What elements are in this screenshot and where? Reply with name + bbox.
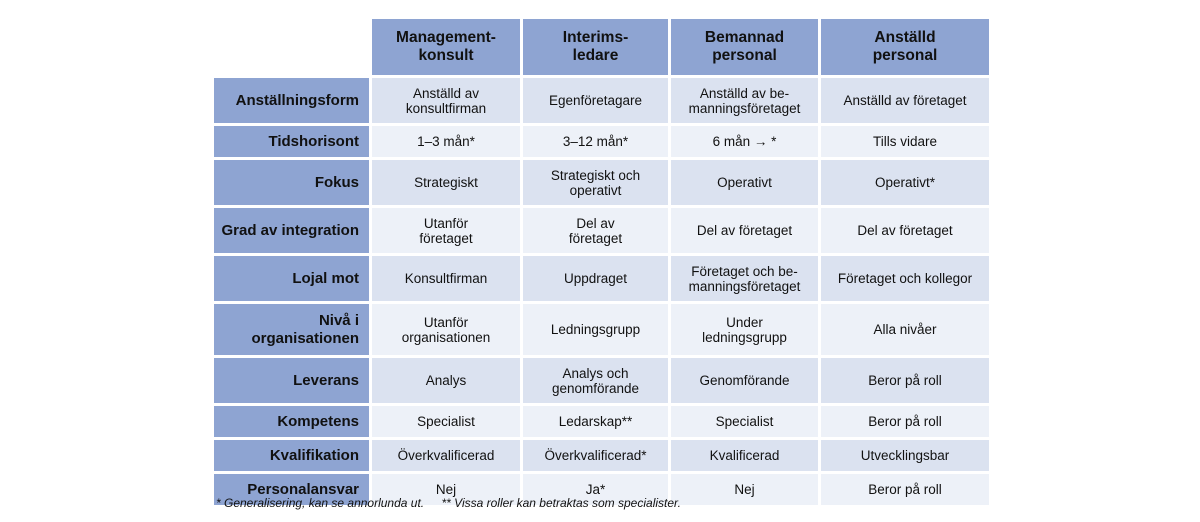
- table-cell: Beror på roll: [821, 358, 989, 403]
- row-header: Kompetens: [214, 406, 369, 437]
- row-header: Anställningsform: [214, 78, 369, 123]
- table-cell: Ledarskap**: [523, 406, 668, 437]
- table-cell: Utanför företaget: [372, 208, 520, 253]
- column-header-management-konsult: Management-konsult: [372, 19, 520, 75]
- row-header: Grad av integration: [214, 208, 369, 253]
- column-header-bemannad-personal: Bemannad personal: [671, 19, 818, 75]
- table-cell: Nej: [671, 474, 818, 505]
- table-cell: Konsultfirman: [372, 256, 520, 301]
- column-header-interimsledare: Interims-ledare: [523, 19, 668, 75]
- column-header-anstalld-personal: Anställd personal: [821, 19, 989, 75]
- table-cell: Beror på roll: [821, 474, 989, 505]
- table-cell: Utvecklingsbar: [821, 440, 989, 471]
- table-cell: Del av företaget: [523, 208, 668, 253]
- table-cell: Beror på roll: [821, 406, 989, 437]
- row-header: Lojal mot: [214, 256, 369, 301]
- table-cell: Företaget och be-manningsföretaget: [671, 256, 818, 301]
- row-header: Leverans: [214, 358, 369, 403]
- table-cell: Under ledningsgrupp: [671, 304, 818, 355]
- row-header: Fokus: [214, 160, 369, 205]
- table-cell: Tills vidare: [821, 126, 989, 157]
- table-cell: Operativt*: [821, 160, 989, 205]
- table-cell: Specialist: [372, 406, 520, 437]
- table-cell: Överkvalificerad*: [523, 440, 668, 471]
- comparison-table: Management-konsult Interims-ledare Beman…: [214, 19, 989, 505]
- table-cell: Operativt: [671, 160, 818, 205]
- table-corner: [214, 19, 369, 75]
- table-cell: Anställd av konsultfirman: [372, 78, 520, 123]
- table-cell: Uppdraget: [523, 256, 668, 301]
- table-cell: Företaget och kollegor: [821, 256, 989, 301]
- table-cell: Kvalificerad: [671, 440, 818, 471]
- table-cell: Anställd av företaget: [821, 78, 989, 123]
- table-cell: Strategiskt: [372, 160, 520, 205]
- table-cell: Överkvalificerad: [372, 440, 520, 471]
- row-header: Tidshorisont: [214, 126, 369, 157]
- table-cell: Analys och genomförande: [523, 358, 668, 403]
- table-cell: Strategiskt och operativt: [523, 160, 668, 205]
- table-cell: Del av företaget: [821, 208, 989, 253]
- table-cell: Del av företaget: [671, 208, 818, 253]
- table-cell: Analys: [372, 358, 520, 403]
- table-cell: Alla nivåer: [821, 304, 989, 355]
- table-cell: Nej: [372, 474, 520, 505]
- row-header: Personalansvar: [214, 474, 369, 505]
- table-cell: Genomförande: [671, 358, 818, 403]
- footnote-generalisering: * Generalisering, kan se annorlunda ut.: [216, 496, 425, 510]
- table-cell: 1–3 mån*: [372, 126, 520, 157]
- footnotes: * Generalisering, kan se annorlunda ut. …: [216, 496, 695, 510]
- table-cell: Anställd av be-manningsföretaget: [671, 78, 818, 123]
- table-cell: Utanför organisationen: [372, 304, 520, 355]
- table-cell: Ledningsgrupp: [523, 304, 668, 355]
- table-cell: Egenföretagare: [523, 78, 668, 123]
- table-cell: 3–12 mån*: [523, 126, 668, 157]
- table-cell: Specialist: [671, 406, 818, 437]
- footnote-specialister: ** Vissa roller kan betraktas som specia…: [441, 496, 681, 510]
- table-cell: 6 mån → *: [671, 126, 818, 157]
- row-header: Kvalifikation: [214, 440, 369, 471]
- row-header: Nivå i organisationen: [214, 304, 369, 355]
- table-cell: Ja*: [523, 474, 668, 505]
